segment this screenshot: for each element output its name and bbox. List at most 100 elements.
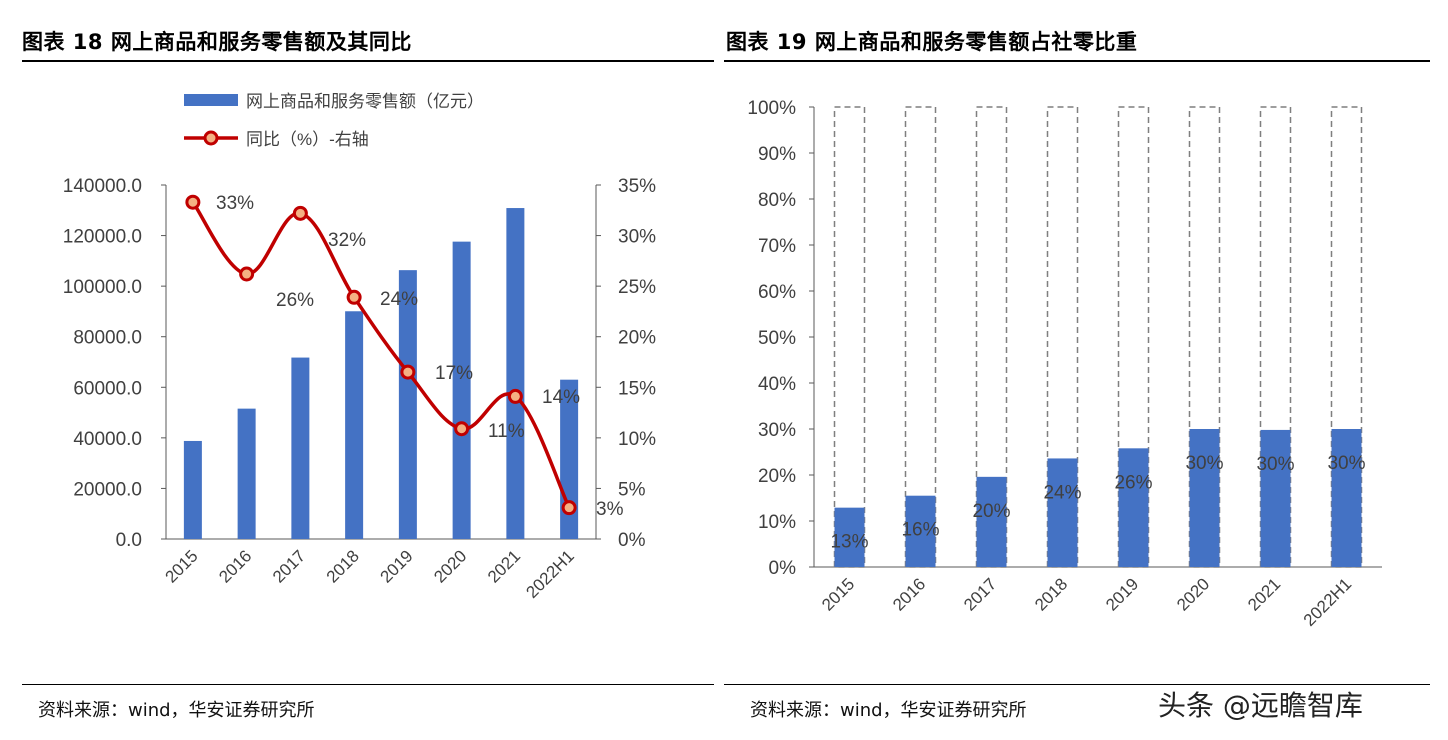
yoy-data-label: 26% bbox=[276, 290, 314, 311]
yoy-data-label: 24% bbox=[380, 289, 418, 310]
left-chart: 0.0 20000.0 40000.0 60000.0 80000.0 100000.0 1… bbox=[63, 176, 656, 602]
yoy-data-label: 3% bbox=[596, 499, 624, 520]
left-y-tick-label: 140000.0 bbox=[63, 176, 142, 197]
share-y-tick-label: 90% bbox=[758, 144, 796, 165]
left-footer-rule bbox=[22, 684, 714, 685]
x-tick-label: 2018 bbox=[323, 546, 363, 586]
yoy-marker-2020 bbox=[454, 421, 470, 437]
share-y-tick-label: 60% bbox=[758, 282, 796, 303]
left-legend: 网上商品和服务零售额（亿元） 同比（%）-右轴 bbox=[184, 92, 484, 149]
left-y-tick-label: 120000.0 bbox=[63, 227, 142, 248]
share-outline-2015 bbox=[833, 106, 866, 568]
share-bar-2017 bbox=[976, 476, 1007, 567]
share-x-tick-label: 2019 bbox=[1102, 574, 1142, 614]
x-tick-label: 2017 bbox=[269, 546, 309, 586]
left-y-tick-label: 20000.0 bbox=[73, 479, 142, 500]
share-data-label: 30% bbox=[1327, 453, 1365, 474]
legend-bar-label: 网上商品和服务零售额（亿元） bbox=[246, 92, 484, 111]
yoy-data-label: 11% bbox=[488, 421, 525, 442]
yoy-marker-2018 bbox=[346, 289, 362, 305]
legend-line-marker bbox=[203, 130, 219, 146]
yoy-marker-2015 bbox=[185, 194, 201, 210]
share-y-tick-label: 80% bbox=[758, 190, 796, 211]
x-tick-label: 2022H1 bbox=[522, 546, 578, 602]
right-y-tick-label: 35% bbox=[618, 176, 656, 197]
x-tick-label: 2021 bbox=[484, 546, 524, 586]
share-data-label: 20% bbox=[972, 501, 1010, 522]
bar-2021 bbox=[506, 208, 525, 539]
share-x-tick-label: 2021 bbox=[1244, 574, 1284, 614]
share-bar-2015 bbox=[834, 507, 865, 567]
share-data-label: 13% bbox=[830, 532, 868, 553]
right-chart: 0% 10% 20% 30% 40% 50% 60% 70% 80% 90% 100% 13% 16% 2… bbox=[747, 98, 1382, 630]
x-tick-label: 2016 bbox=[215, 546, 255, 586]
yoy-marker-2016 bbox=[239, 266, 255, 282]
legend-line-label: 同比（%）-右轴 bbox=[246, 130, 369, 149]
x-tick-label: 2015 bbox=[162, 546, 202, 586]
bar-2015 bbox=[183, 440, 202, 539]
right-chart-title: 图表 19 网上商品和服务零售额占社零比重 bbox=[726, 30, 1138, 54]
share-y-tick-label: 0% bbox=[769, 558, 797, 579]
bar-2017 bbox=[291, 357, 310, 539]
share-bar-2018 bbox=[1047, 458, 1078, 567]
share-data-label: 16% bbox=[901, 520, 939, 541]
right-y-tick-label: 0% bbox=[618, 530, 646, 551]
left-y-tick-label: 100000.0 bbox=[63, 277, 142, 298]
right-title-rule bbox=[724, 60, 1430, 62]
watermark-text: 头条 @远瞻智库 bbox=[1158, 689, 1363, 722]
share-y-tick-label: 70% bbox=[758, 236, 796, 257]
x-tick-label: 2020 bbox=[430, 546, 470, 586]
share-bar-2016 bbox=[905, 495, 936, 567]
share-x-tick-label: 2015 bbox=[818, 574, 858, 614]
share-x-tick-label: 2017 bbox=[960, 574, 1000, 614]
x-tick-label: 2019 bbox=[377, 546, 417, 586]
bar-2020 bbox=[452, 241, 471, 540]
yoy-data-label: 33% bbox=[216, 193, 254, 214]
share-x-tick-label: 2018 bbox=[1031, 574, 1071, 614]
left-chart-title: 图表 18 网上商品和服务零售额及其同比 bbox=[22, 30, 412, 54]
right-source: 资料来源：wind，华安证券研究所 bbox=[750, 700, 1027, 721]
right-y-tick-label: 5% bbox=[618, 479, 646, 500]
yoy-data-label: 32% bbox=[328, 230, 366, 251]
bar-2019 bbox=[398, 270, 417, 539]
right-y-tick-label: 10% bbox=[618, 429, 656, 450]
share-data-label: 30% bbox=[1185, 453, 1223, 474]
share-bar-2022H1 bbox=[1331, 429, 1362, 567]
share-x-tick-label: 2022H1 bbox=[1300, 574, 1356, 630]
left-y-tick-label: 40000.0 bbox=[73, 429, 142, 450]
right-y-tick-label: 25% bbox=[618, 277, 656, 298]
share-x-tick-label: 2016 bbox=[889, 574, 929, 614]
yoy-marker-2017 bbox=[292, 205, 308, 221]
yoy-marker-2019 bbox=[400, 364, 416, 380]
right-y-tick-label: 30% bbox=[618, 227, 656, 248]
yoy-data-label: 17% bbox=[435, 363, 473, 384]
yoy-marker-2022H1 bbox=[561, 500, 577, 516]
share-data-label: 24% bbox=[1043, 482, 1081, 503]
right-y-tick-label: 20% bbox=[618, 328, 656, 349]
bar-2016 bbox=[237, 408, 256, 539]
share-y-tick-label: 20% bbox=[758, 466, 796, 487]
share-y-tick-label: 30% bbox=[758, 420, 796, 441]
share-data-label: 26% bbox=[1114, 472, 1152, 493]
share-y-tick-label: 10% bbox=[758, 512, 796, 533]
share-y-tick-label: 100% bbox=[747, 98, 796, 119]
left-y-tick-label: 0.0 bbox=[116, 530, 142, 551]
share-data-label: 30% bbox=[1256, 454, 1294, 475]
share-bar-2020 bbox=[1189, 429, 1220, 567]
left-source: 资料来源：wind，华安证券研究所 bbox=[38, 700, 315, 721]
share-x-tick-label: 2020 bbox=[1173, 574, 1213, 614]
left-y-tick-label: 60000.0 bbox=[73, 378, 142, 399]
right-footer-rule bbox=[724, 684, 1430, 685]
bar-2018 bbox=[345, 311, 364, 539]
share-y-tick-label: 50% bbox=[758, 328, 796, 349]
left-y-tick-label: 80000.0 bbox=[73, 328, 142, 349]
share-bar-2019 bbox=[1118, 448, 1149, 567]
left-title-rule bbox=[22, 60, 714, 62]
legend-bar-swatch bbox=[184, 94, 238, 106]
share-bar-2021 bbox=[1260, 429, 1291, 567]
yoy-marker-2021 bbox=[507, 388, 523, 404]
share-y-tick-label: 40% bbox=[758, 374, 796, 395]
yoy-data-label: 14% bbox=[542, 387, 580, 408]
right-y-tick-label: 15% bbox=[618, 378, 656, 399]
